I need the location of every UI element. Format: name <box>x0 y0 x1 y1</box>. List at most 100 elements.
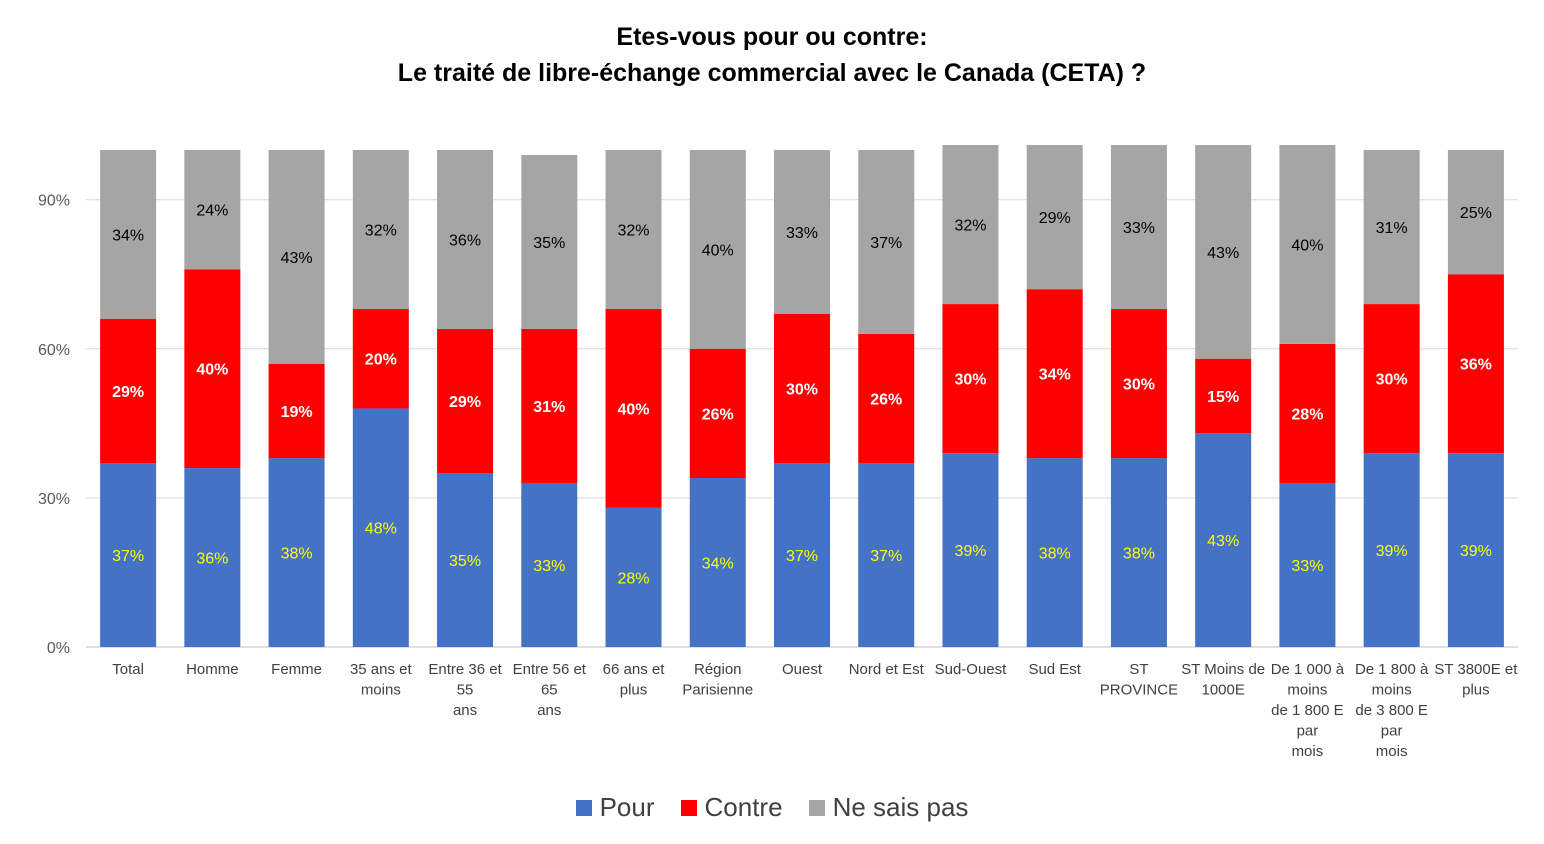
data-label: 35% <box>533 235 565 252</box>
bar-contre <box>100 318 157 464</box>
data-label: 20% <box>365 352 397 369</box>
legend-label-pour: Pour <box>599 792 655 822</box>
bar-contre <box>774 314 830 464</box>
data-label: 43% <box>1207 245 1239 262</box>
data-label: 43% <box>1207 533 1239 550</box>
bar-contre <box>1110 309 1167 459</box>
bar-pour <box>100 463 157 647</box>
category-label: Femme <box>271 661 322 678</box>
category-label: Entre 36 et 55 ans <box>428 661 502 719</box>
bar-pour <box>689 478 746 647</box>
bar-pour <box>1195 433 1252 647</box>
bar-ne-sais-pas <box>774 150 830 315</box>
legend-swatch-contre <box>680 799 697 816</box>
category-label: Sud-Ouest <box>935 661 1008 678</box>
bar-pour <box>521 482 578 647</box>
bar-ne-sais-pas <box>100 150 157 319</box>
legend-swatch-ne-sais-pas <box>808 799 825 816</box>
bar-contre <box>1195 358 1252 434</box>
data-label: 33% <box>1123 220 1155 237</box>
y-tick-label: 0% <box>47 640 70 657</box>
data-label: 34% <box>112 227 144 244</box>
bar-contre <box>605 309 662 508</box>
data-label: 38% <box>1123 546 1155 563</box>
chart-title: Etes-vous pour ou contre: <box>616 23 928 51</box>
bar-contre <box>689 348 746 479</box>
bar-ne-sais-pas <box>605 150 662 310</box>
legend-label-contre: Contre <box>704 792 783 822</box>
bar-ne-sais-pas <box>1279 145 1336 344</box>
data-label: 24% <box>196 203 228 220</box>
y-tick-label: 30% <box>38 491 70 508</box>
data-label: 32% <box>365 223 397 240</box>
data-label: 30% <box>1123 377 1155 394</box>
bar-contre <box>1026 289 1083 459</box>
y-tick-label: 90% <box>38 193 70 210</box>
bar-ne-sais-pas <box>521 154 578 329</box>
data-label: 28% <box>618 570 650 587</box>
bar-pour <box>268 458 325 647</box>
data-label: 38% <box>281 546 313 563</box>
category-label: ST PROVINCE <box>1100 661 1178 699</box>
data-label: 36% <box>449 232 481 249</box>
stacked-bar-chart: 0% 30% 60% 90% 37% 29% 34% Total 36% 40% 24% Homme 3… <box>38 145 1518 760</box>
data-label: 25% <box>1460 205 1492 222</box>
data-label: 29% <box>449 394 481 411</box>
bar-pour <box>1363 453 1420 647</box>
data-label: 28% <box>1291 406 1323 423</box>
data-label: 37% <box>870 548 902 565</box>
bar-contre <box>437 328 494 474</box>
bar-pour <box>437 473 494 647</box>
bar-pour <box>605 507 662 647</box>
data-label: 34% <box>1039 367 1071 384</box>
data-label: 39% <box>1376 543 1408 560</box>
data-label: 30% <box>1376 372 1408 389</box>
legend: Pour Contre Ne sais pas <box>0 792 1544 823</box>
bar-pour <box>1026 458 1083 647</box>
category-label: ST 3800E et plus <box>1434 661 1518 699</box>
bar-contre <box>184 269 241 469</box>
bar-ne-sais-pas <box>352 150 409 310</box>
data-label: 19% <box>281 404 313 421</box>
bar-pour <box>352 408 409 647</box>
data-label: 37% <box>786 548 818 565</box>
bar-contre <box>1279 343 1336 483</box>
data-label: 33% <box>786 225 818 242</box>
legend-item-contre: Contre <box>680 792 783 823</box>
bar-ne-sais-pas <box>942 145 999 305</box>
category-label: Ouest <box>782 661 823 678</box>
bar-contre <box>1363 304 1420 454</box>
data-label: 15% <box>1207 389 1239 406</box>
category-label: 35 ans et moins <box>350 661 413 699</box>
legend-label-ne-sais-pas: Ne sais pas <box>832 792 969 822</box>
bar-contre <box>858 333 915 464</box>
data-label: 38% <box>1039 546 1071 563</box>
data-label: 33% <box>1291 558 1323 575</box>
bar-ne-sais-pas <box>268 150 325 364</box>
bar-ne-sais-pas <box>1363 150 1420 305</box>
legend-item-pour: Pour <box>575 792 655 823</box>
bar-pour <box>858 463 915 647</box>
bar-pour <box>942 453 999 647</box>
bar-contre <box>268 363 325 459</box>
data-label: 35% <box>449 553 481 570</box>
bar-contre <box>521 328 578 483</box>
data-label: 29% <box>1039 210 1071 227</box>
data-label: 36% <box>1460 357 1492 374</box>
data-label: 40% <box>1291 237 1323 254</box>
bar-ne-sais-pas <box>858 150 915 334</box>
category-label: ST Moins de 1000E <box>1181 661 1265 699</box>
data-label: 30% <box>786 382 818 399</box>
data-label: 29% <box>112 384 144 401</box>
bar-pour <box>774 463 830 647</box>
bar-pour <box>1110 458 1167 647</box>
bar-pour <box>1279 482 1336 647</box>
bar-ne-sais-pas <box>1026 145 1083 290</box>
bar-contre <box>942 304 999 454</box>
data-label: 30% <box>954 372 986 389</box>
bar-ne-sais-pas <box>1110 145 1167 310</box>
data-label: 32% <box>618 223 650 240</box>
data-label: 48% <box>365 521 397 538</box>
